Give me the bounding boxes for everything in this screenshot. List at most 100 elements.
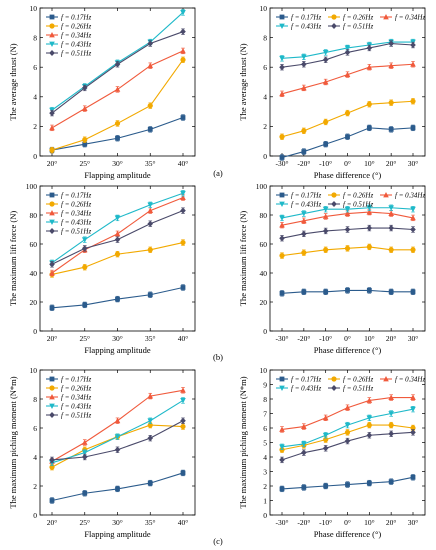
- series-1: [49, 239, 186, 278]
- x-tick-label: 20°: [47, 518, 58, 527]
- series-4: [279, 40, 416, 71]
- data-point: [322, 56, 329, 63]
- y-tick-label: 100: [26, 182, 38, 191]
- data-point: [49, 110, 55, 117]
- legend-entry: f = 0.34Hz: [395, 14, 425, 22]
- y-axis-label: The maximum piching moment (N*m): [8, 376, 18, 508]
- x-tick-label: 30°: [112, 334, 123, 343]
- legend-entry: f = 0.17Hz: [291, 376, 321, 384]
- data-point: [322, 227, 329, 234]
- legend-entry: f = 0.26Hz: [61, 201, 91, 209]
- data-point: [388, 289, 394, 295]
- y-axis-label: The maximum piching moment (N*m): [238, 376, 248, 508]
- y-tick-label: 4: [33, 453, 37, 462]
- x-tick-label: 10°: [364, 518, 375, 527]
- legend-marker: [49, 403, 55, 409]
- legend-entry: f = 0.51Hz: [61, 412, 91, 420]
- y-tick-label: 8: [263, 395, 267, 404]
- x-tick-label: 10°: [364, 159, 375, 168]
- y-tick-label: 2: [33, 122, 37, 131]
- series-0: [279, 124, 416, 161]
- data-point: [301, 230, 307, 237]
- series-0: [279, 474, 416, 493]
- y-tick-label: 3: [263, 467, 267, 476]
- data-point: [410, 214, 416, 221]
- data-point: [388, 100, 394, 106]
- legend-entry: f = 0.34Hz: [61, 394, 91, 402]
- series-2: [49, 47, 186, 132]
- y-tick-label: 4: [263, 453, 267, 462]
- data-point: [388, 126, 394, 132]
- data-point: [301, 423, 307, 429]
- y-tick-label: 20: [260, 298, 268, 307]
- chart-c-left: 0 2 4 6 8 10 20° 25° 30° 35° 40° Flapping amplitude…: [8, 366, 196, 539]
- y-tick-label: 6: [263, 63, 267, 72]
- y-tick-label: 60: [260, 240, 268, 249]
- data-point: [344, 210, 351, 216]
- series-4: [49, 417, 186, 464]
- legend-marker: [279, 23, 285, 29]
- data-point: [322, 213, 329, 219]
- legend-entry: f = 0.51Hz: [343, 385, 373, 393]
- legend-marker: [383, 192, 389, 198]
- panel-label: (a): [213, 168, 223, 178]
- legend-marker: [49, 192, 55, 198]
- series-3: [49, 397, 186, 466]
- y-tick-label: 8: [263, 33, 267, 42]
- x-tick-label: 25°: [80, 159, 91, 168]
- data-point: [49, 305, 55, 311]
- data-point: [301, 485, 307, 490]
- data-point: [410, 98, 416, 104]
- series-2: [279, 394, 416, 433]
- data-point: [180, 470, 186, 476]
- legend-entry: f = 0.43Hz: [61, 219, 91, 227]
- legend-entry: f = 0.51Hz: [61, 228, 91, 236]
- data-point: [147, 40, 154, 47]
- data-point: [81, 454, 88, 460]
- data-point: [344, 245, 351, 251]
- data-point: [366, 205, 373, 211]
- x-tick-label: 0°: [344, 334, 351, 343]
- series-line: [51, 420, 184, 461]
- data-point: [147, 418, 154, 424]
- legend-marker: [49, 210, 55, 216]
- x-tick-label: 35°: [145, 159, 156, 168]
- data-point: [388, 479, 394, 485]
- y-tick-label: 100: [256, 182, 268, 191]
- data-point: [49, 460, 55, 466]
- data-point: [322, 206, 329, 213]
- x-tick-label: 30°: [112, 159, 123, 168]
- data-point: [344, 404, 351, 411]
- data-point: [180, 398, 186, 404]
- chart-b-right: 0 20 40 60 80 100 -30° -20° -10° 0° 10° 20° 30° Phase…: [238, 182, 425, 355]
- data-point: [301, 211, 307, 217]
- x-tick-label: 20°: [47, 159, 58, 168]
- legend-marker: [49, 228, 55, 234]
- data-point: [344, 422, 351, 429]
- legend-entry: f = 0.43Hz: [291, 385, 321, 393]
- series-4: [279, 429, 416, 464]
- legend-marker: [383, 376, 389, 382]
- legend-marker: [279, 376, 285, 382]
- data-point: [366, 432, 373, 439]
- legend-marker: [331, 23, 337, 29]
- legend-marker: [49, 23, 55, 29]
- legend-entry: f = 0.26Hz: [343, 192, 373, 200]
- data-point: [147, 480, 153, 486]
- legend-entry: f = 0.34Hz: [395, 376, 425, 384]
- legend-marker: [49, 50, 55, 56]
- data-point: [115, 486, 120, 492]
- series-0: [279, 287, 416, 297]
- legend-marker: [331, 201, 337, 207]
- data-point: [82, 141, 88, 147]
- data-point: [366, 288, 372, 293]
- x-tick-label: -10°: [319, 334, 332, 343]
- y-tick-label: 10: [260, 366, 268, 375]
- data-point: [322, 445, 329, 452]
- data-point: [344, 71, 351, 77]
- data-point: [147, 292, 153, 298]
- y-tick-label: 60: [30, 240, 38, 249]
